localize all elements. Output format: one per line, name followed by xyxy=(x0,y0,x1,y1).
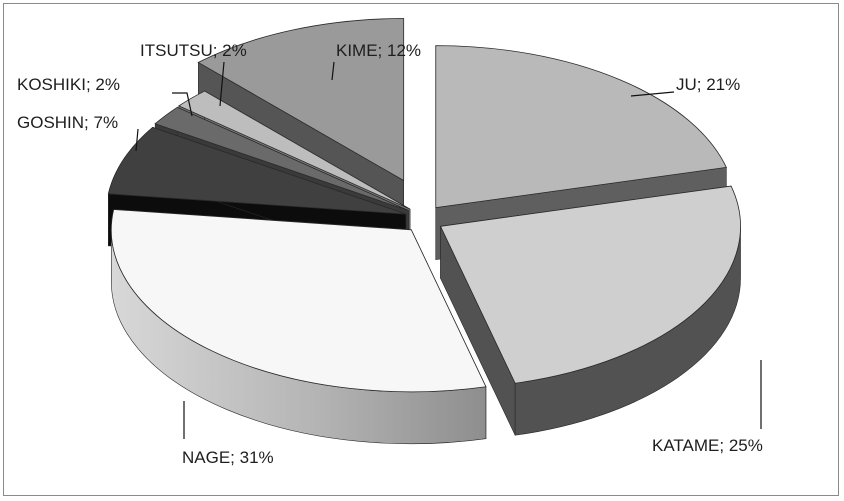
slice-label-itsutsu: ITSUTSU; 2% xyxy=(140,41,247,60)
pie-slice-top xyxy=(107,126,407,215)
leader-line-kime xyxy=(331,61,335,81)
slice-label-nage: NAGE; 31% xyxy=(182,448,274,467)
labels-layer: JU; 21% KATAME; 25% NAGE; 31% GOSHIN; 7% KOS… xyxy=(17,41,763,467)
slice-label-katame: KATAME; 25% xyxy=(652,436,763,455)
pie-slice-top xyxy=(110,209,487,393)
slice-label-goshin: GOSHIN; 7% xyxy=(17,113,118,132)
slices-layer xyxy=(107,18,741,445)
chart-frame: JU; 21% KATAME; 25% NAGE; 31% GOSHIN; 7% KOS… xyxy=(3,3,839,496)
slice-label-ju: JU; 21% xyxy=(676,75,740,94)
pie-chart: JU; 21% KATAME; 25% NAGE; 31% GOSHIN; 7% KOS… xyxy=(17,18,763,467)
pie-slice-top xyxy=(178,90,411,210)
leader-line-itsutsu xyxy=(219,61,225,107)
pie-slice-nage xyxy=(110,209,487,445)
leader-line-goshin xyxy=(135,128,139,152)
pie-slice-katame xyxy=(439,185,741,436)
pie-slice-top xyxy=(154,106,409,211)
slice-label-kime: KIME; 12% xyxy=(336,41,421,60)
pie-slice-top xyxy=(197,18,405,182)
slice-label-koshiki: KOSHIKI; 2% xyxy=(17,75,120,94)
leader-line-ju xyxy=(630,91,675,97)
pie-slice-top xyxy=(439,185,741,384)
pie-slice-top xyxy=(435,45,727,209)
leader-line-koshiki xyxy=(172,92,193,117)
